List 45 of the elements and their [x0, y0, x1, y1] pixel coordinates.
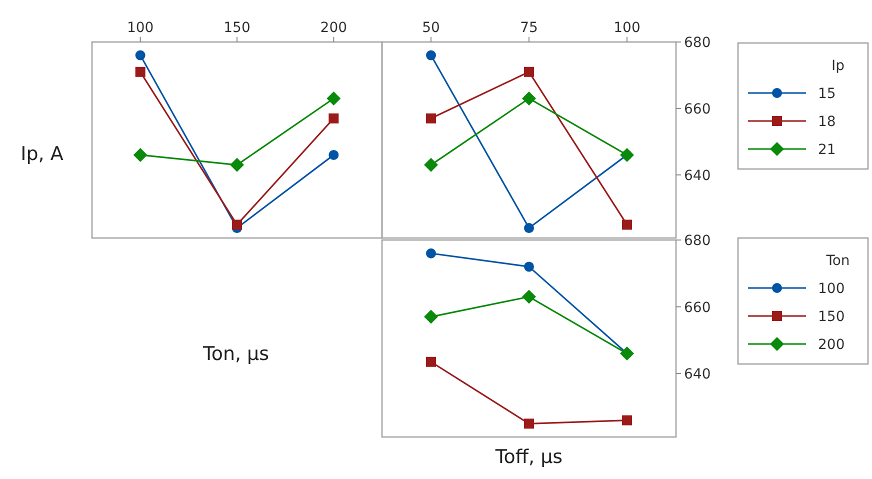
y-axis-title: Ip, A [20, 143, 64, 165]
point [522, 91, 536, 106]
point [230, 158, 244, 172]
legend-title: Ton [825, 253, 850, 269]
point [328, 150, 339, 160]
point [622, 220, 632, 230]
point [426, 248, 436, 258]
x-tick-label: 150 [224, 20, 250, 36]
point [524, 223, 534, 234]
y-tick-label: 660 [684, 300, 711, 316]
point [135, 66, 146, 77]
point [622, 415, 632, 426]
point [424, 310, 438, 324]
point [326, 91, 341, 106]
point [133, 148, 148, 162]
x-tick-label: 100 [614, 20, 640, 36]
legend-label: 15 [818, 86, 836, 102]
point [135, 50, 146, 60]
y-tick-label: 640 [684, 366, 711, 383]
x-tick-label: 50 [422, 20, 440, 36]
y-tick-label: 640 [684, 168, 711, 184]
legend-label: 18 [818, 114, 836, 130]
legend-title: Ip [831, 58, 845, 74]
point [328, 113, 339, 124]
x-tick-label: 200 [320, 20, 348, 36]
point [426, 113, 436, 124]
x-axis-title: Ton, μs [202, 343, 270, 365]
legend-label: 100 [818, 281, 845, 297]
x-tick-label: 100 [126, 20, 154, 36]
y-tick-label: 660 [684, 101, 711, 118]
legend-label: 200 [818, 337, 845, 353]
point [426, 50, 436, 60]
point [426, 356, 436, 367]
point [524, 262, 534, 272]
point [524, 418, 534, 429]
y-tick-label: 680 [684, 233, 711, 249]
point [424, 158, 438, 172]
point [232, 220, 242, 230]
x-axis-title: Toff, μs [494, 446, 563, 468]
point [524, 66, 534, 77]
legend-label: 150 [818, 309, 845, 325]
point [522, 290, 536, 304]
y-tick-label: 680 [684, 35, 711, 51]
legend-label: 21 [818, 142, 836, 158]
x-tick-label: 75 [520, 20, 538, 36]
